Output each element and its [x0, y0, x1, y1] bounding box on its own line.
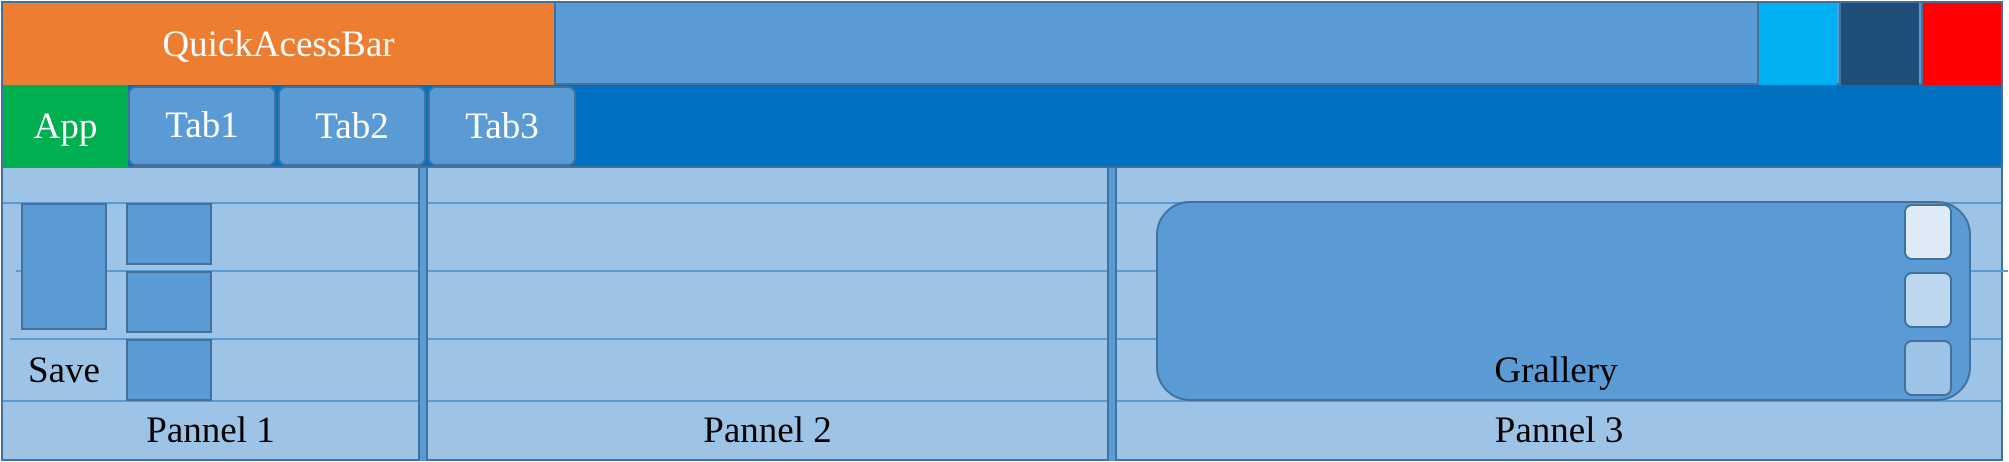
small-command-button-1[interactable] [126, 203, 212, 265]
save-button[interactable] [21, 203, 107, 330]
gallery[interactable] [1156, 201, 1971, 401]
panel-2-label: Pannel 2 [703, 409, 832, 451]
app-menu-label: App [33, 106, 98, 147]
tab-3[interactable]: Tab3 [428, 86, 576, 166]
gallery-scroll-down-button[interactable] [1904, 272, 1952, 328]
gallery-label: Grallery [1494, 349, 1618, 391]
panel-guide-line [10, 338, 2001, 340]
tab-label: Tab2 [315, 105, 389, 147]
save-label: Save [28, 349, 100, 391]
small-command-button-3[interactable] [126, 339, 212, 401]
panel-1-label: Pannel 1 [146, 409, 275, 451]
gallery-scroll-up-button[interactable] [1904, 204, 1952, 260]
small-command-button-2[interactable] [126, 271, 212, 333]
tab-label: Tab1 [165, 105, 239, 146]
tab-label: Tab3 [465, 105, 539, 147]
gallery-expand-button[interactable] [1904, 340, 1952, 396]
maximize-button[interactable] [1839, 3, 1919, 85]
minimize-button[interactable] [1757, 3, 1837, 85]
quick-access-bar[interactable]: QuickAcessBar [3, 3, 556, 85]
app-menu-button[interactable]: App [3, 85, 128, 168]
panel-guide-line [3, 400, 2001, 402]
panel-divider [418, 168, 428, 461]
quick-access-bar-label: QuickAcessBar [162, 23, 395, 65]
tab-1[interactable]: Tab1 [128, 86, 276, 166]
panel-guide-line [16, 270, 2008, 272]
panel-guide-line [3, 202, 2001, 204]
panel-divider [1107, 168, 1117, 461]
panel-3-label: Pannel 3 [1494, 409, 1624, 451]
tab-2[interactable]: Tab2 [278, 86, 426, 166]
close-button[interactable] [1921, 3, 2001, 85]
